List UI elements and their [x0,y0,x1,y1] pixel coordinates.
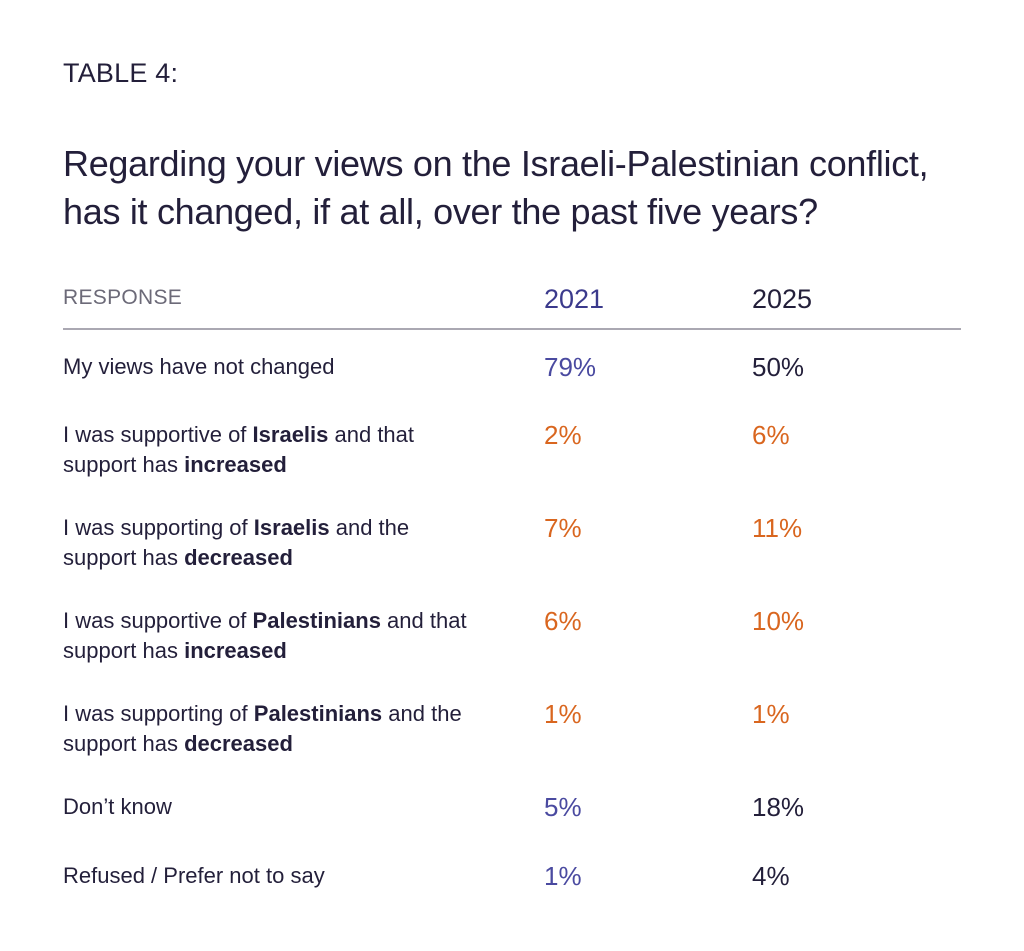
response-text: and that [380,608,467,633]
header-response: RESPONSE [63,286,183,309]
response-emphasis: decreased [184,731,293,756]
response-text: I was supportive of [63,422,253,447]
response-emphasis: decreased [184,545,293,570]
response-text: Refused / Prefer not to say [63,863,325,888]
value-2021: 2% [544,420,582,450]
value-2025: 11% [752,513,803,543]
response-text: and the [329,515,410,540]
response-text: support has [63,452,185,477]
table-header: RESPONSE 2021 2025 [63,282,961,330]
value-2025: 6% [752,420,790,450]
header-2021: 2021 [544,284,605,314]
row-response: I was supporting of Israelis and the sup… [63,513,503,573]
response-text: I was supporting of [63,701,254,726]
response-emphasis: increased [184,452,287,477]
value-2021: 79% [544,352,597,382]
value-2021: 5% [544,792,582,822]
response-text: support has [63,638,185,663]
row-response: Refused / Prefer not to say [63,861,503,891]
response-emphasis: Palestinians [252,608,381,633]
response-text: My views have not changed [63,354,335,379]
title-line-2: has it changed, if at all, over the past… [63,191,818,232]
response-text: support has [63,731,185,756]
table-label: TABLE 4: [63,58,179,88]
response-text: Don’t know [63,794,172,819]
header-2025: 2025 [752,284,813,314]
value-2021: 1% [544,861,582,891]
value-2025: 4% [752,861,790,891]
row-response: My views have not changed [63,352,503,382]
response-emphasis: Israelis [252,422,329,447]
response-text: I was supportive of [63,608,253,633]
value-2021: 1% [544,699,582,729]
row-response: I was supportive of Israelis and that su… [63,420,503,480]
response-table: RESPONSE 2021 2025 My views have not cha… [63,282,961,891]
response-text: support has [63,545,185,570]
response-emphasis: Palestinians [253,701,383,726]
value-2025: 1% [752,699,790,729]
response-emphasis: Israelis [253,515,330,540]
row-response: Don’t know [63,792,503,822]
value-2021: 6% [544,606,582,636]
response-text: and the [382,701,462,726]
value-2025: 10% [752,606,805,636]
table-title: Regarding your views on the Israeli-Pale… [63,140,983,236]
value-2025: 18% [752,792,805,822]
response-text: I was supporting of [63,515,254,540]
response-emphasis: increased [184,638,287,663]
title-line-1: Regarding your views on the Israeli-Pale… [63,143,929,184]
row-response: I was supportive of Palestinians and tha… [63,606,503,666]
row-response: I was supporting of Palestinians and the… [63,699,503,759]
response-text: and that [328,422,415,447]
value-2021: 7% [544,513,582,543]
value-2025: 50% [752,352,805,382]
